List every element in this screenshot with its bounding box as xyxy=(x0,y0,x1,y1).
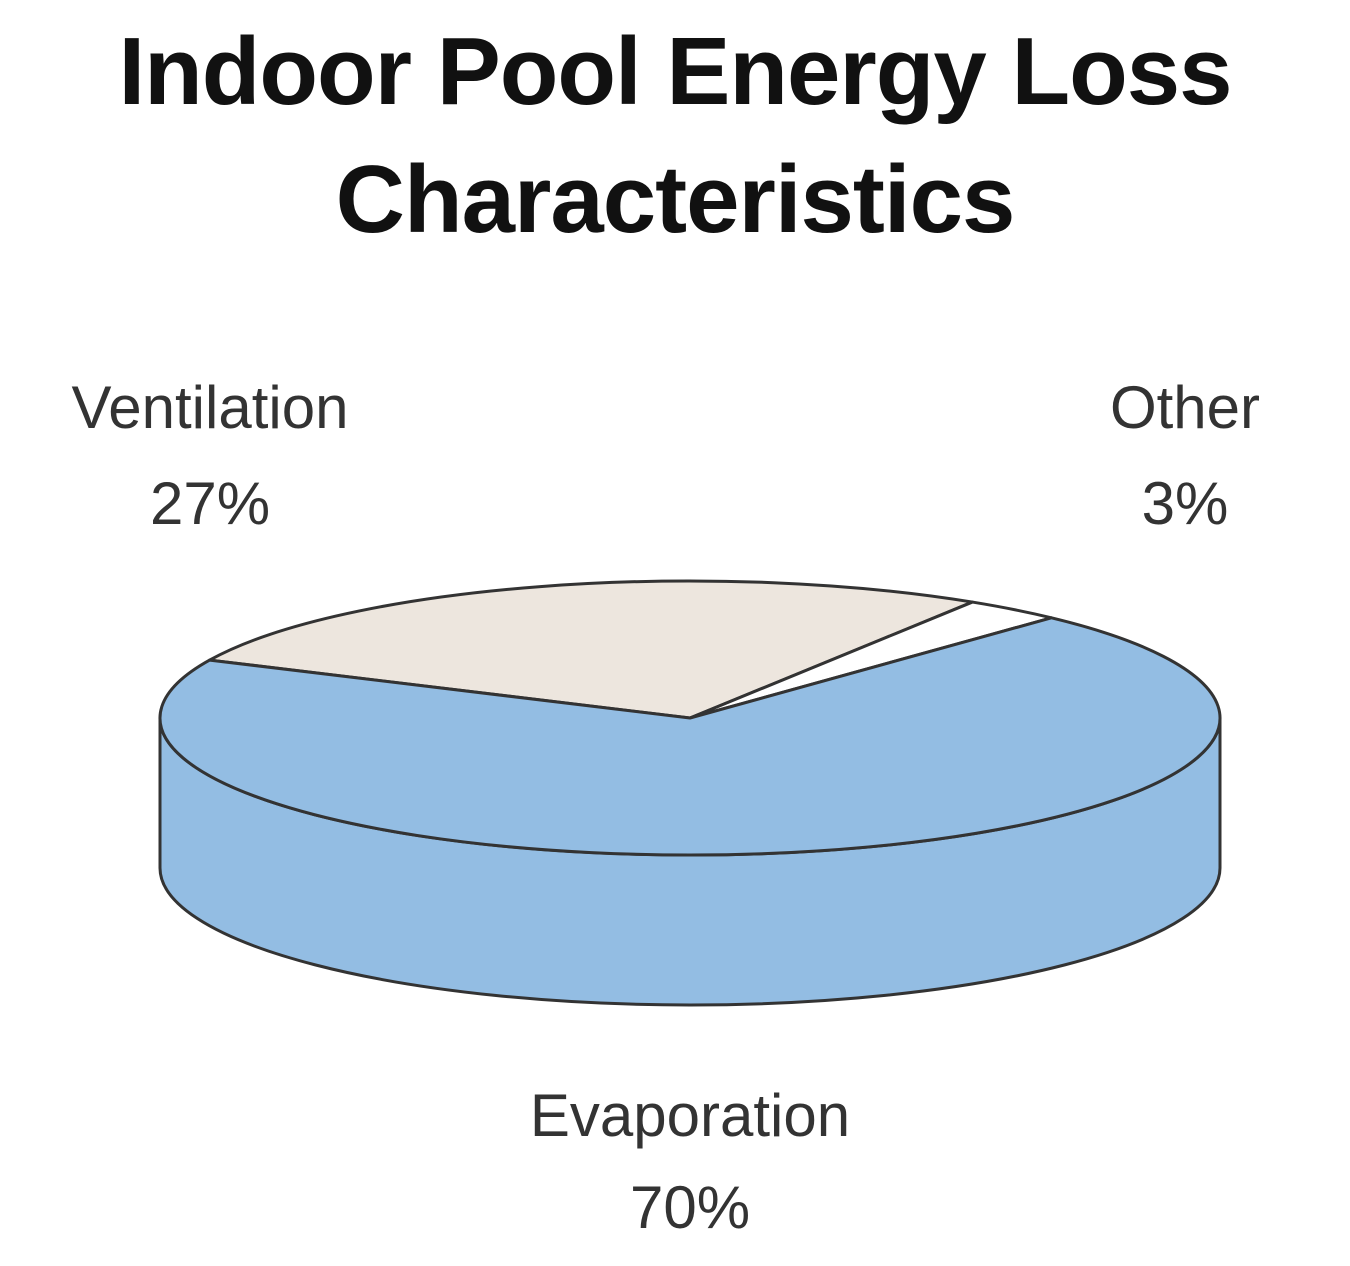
slice-value-label: 3% xyxy=(1142,470,1229,537)
slice-label: Evaporation xyxy=(530,1082,850,1149)
pie-slice xyxy=(208,579,974,720)
slice-label: Ventilation xyxy=(72,374,349,441)
slice-value-label: 70% xyxy=(630,1174,750,1241)
slice-label: Other xyxy=(1110,374,1260,441)
chart-title: Indoor Pool Energy Loss Characteristics xyxy=(118,18,1232,253)
slice-value-label: 27% xyxy=(150,470,270,537)
pie-slice xyxy=(158,616,1222,857)
